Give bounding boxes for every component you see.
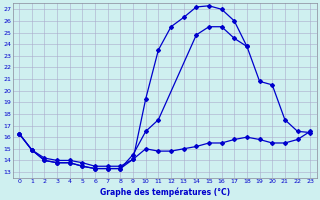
X-axis label: Graphe des températures (°C): Graphe des températures (°C): [100, 187, 230, 197]
